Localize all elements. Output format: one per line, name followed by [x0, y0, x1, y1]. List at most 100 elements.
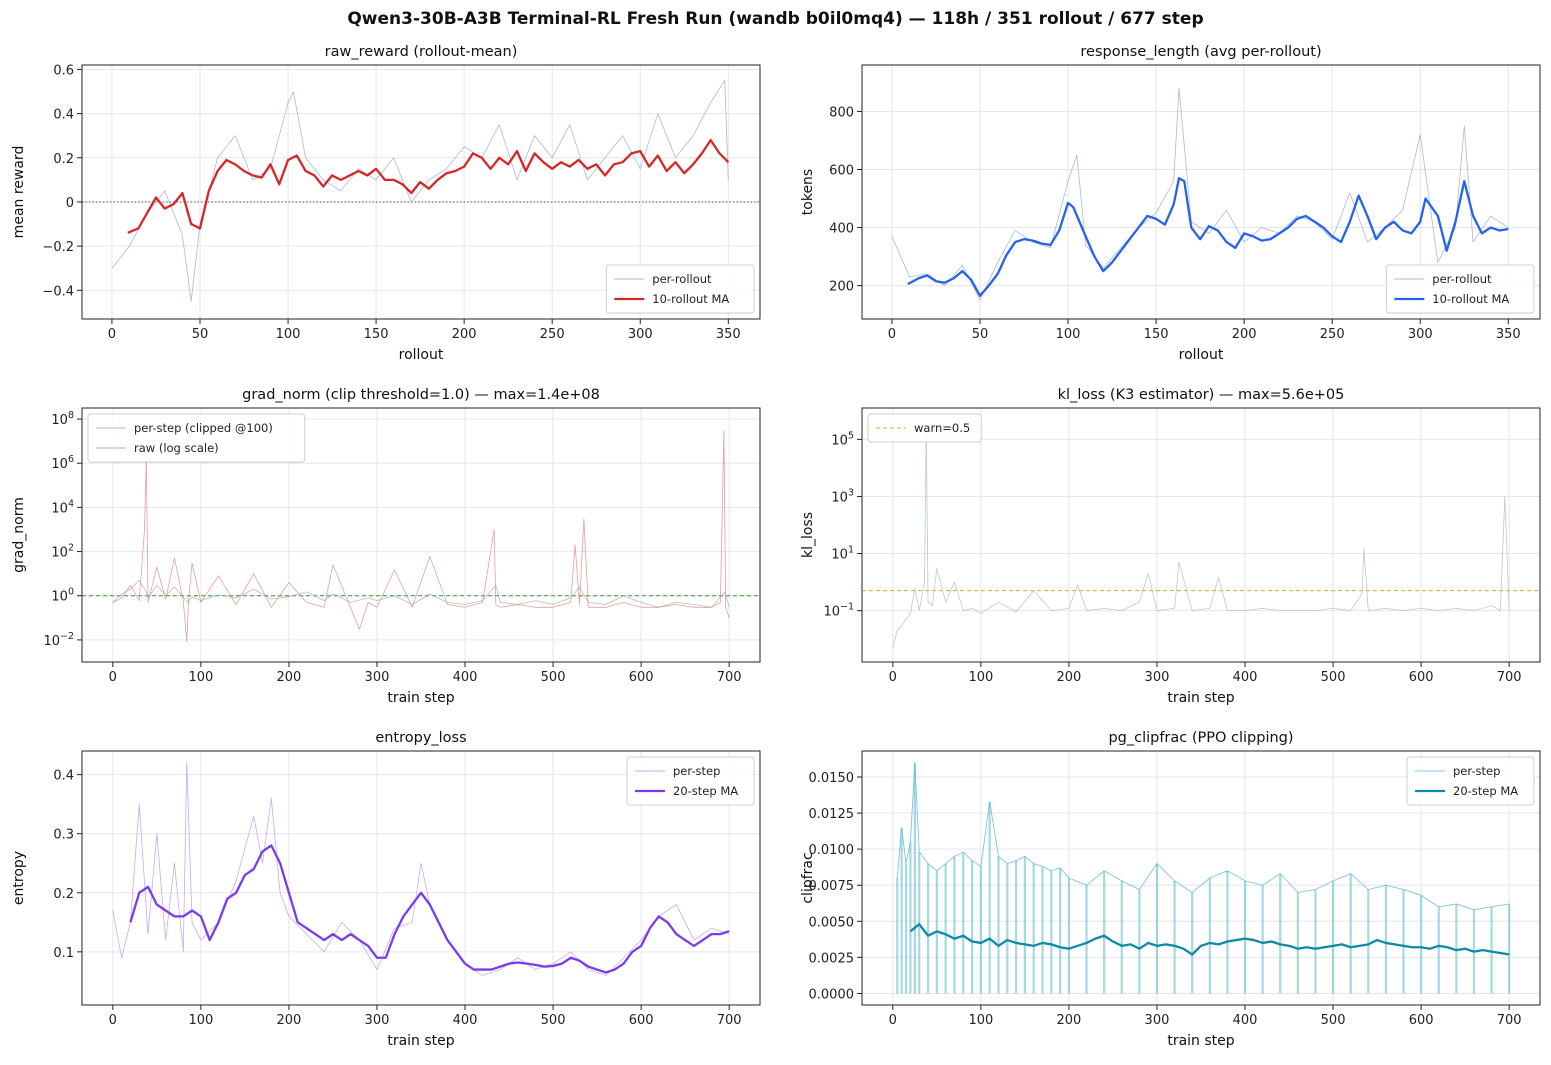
x-tick-label: 200: [1057, 670, 1082, 685]
axes-frame: [81, 750, 761, 1006]
x-tick-label: 300: [365, 1013, 390, 1028]
subplot-5: entropy_loss 0 100 200 300 400 500 600 700 0.1 0.2…: [11, 730, 761, 1049]
legend-label: 10-rollout MA: [1432, 292, 1509, 306]
legend-label: per-step: [1453, 764, 1500, 778]
x-axis-label: rollout: [1179, 347, 1224, 363]
y-tick-label: 600: [829, 164, 854, 179]
legend: warn=0.5: [867, 413, 982, 443]
x-tick-label: 400: [453, 670, 478, 685]
x-tick-label: 600: [629, 1013, 654, 1028]
y-tick-label: −0.2: [42, 240, 74, 255]
y-tick-label: 0.4: [53, 108, 74, 123]
y-tick-label: 0.0125: [809, 807, 855, 822]
x-tick-label: 0: [889, 670, 897, 685]
subplot-2: response_length (avg per-rollout) 0 50 100 1…: [800, 44, 1541, 363]
y-axis-label: kl_loss: [800, 512, 816, 558]
x-tick-label: 300: [1408, 327, 1433, 342]
x-tick-label: 500: [1321, 670, 1346, 685]
x-tick-label: 400: [1233, 670, 1258, 685]
x-tick-label: 350: [1496, 327, 1521, 342]
x-tick-label: 100: [188, 670, 213, 685]
axes-frame: [81, 64, 761, 320]
x-tick-label: 50: [972, 327, 989, 342]
x-tick-label: 100: [188, 1013, 213, 1028]
legend-label: 10-rollout MA: [652, 292, 729, 306]
series-10-rollout-ma: [907, 177, 1509, 297]
series-line: [909, 923, 1510, 956]
legend-label: per-rollout: [1432, 272, 1492, 286]
chart-title: kl_loss (K3 estimator) — max=5.6e+05: [1058, 387, 1345, 403]
y-tick-label: 800: [829, 105, 854, 120]
x-tick-label: 200: [277, 1013, 302, 1028]
x-tick-label: 100: [276, 327, 301, 342]
legend-label: 20-step MA: [673, 784, 738, 798]
x-tick-label: 0: [888, 327, 896, 342]
series-raw-log-scale: [112, 430, 730, 643]
x-tick-label: 0: [889, 1013, 897, 1028]
x-tick-label: 500: [541, 670, 566, 685]
axes-frame: [861, 750, 1541, 1006]
x-tick-label: 250: [1320, 327, 1345, 342]
plot-area: [862, 425, 1540, 648]
axes-frame: [81, 407, 761, 663]
y-axis-label: entropy: [11, 851, 27, 905]
y-tick-label: 106: [51, 454, 74, 472]
series-line: [896, 762, 1510, 911]
x-tick-label: 300: [1145, 1013, 1170, 1028]
y-tick-label: 0.0150: [809, 771, 855, 786]
series-line: [127, 138, 730, 234]
legend-label: 20-step MA: [1453, 784, 1518, 798]
x-tick-label: 200: [1232, 327, 1257, 342]
legend: per-step (clipped @100) raw (log scale): [87, 413, 306, 463]
series-per-step: [896, 762, 1511, 994]
legend-label: warn=0.5: [914, 421, 970, 435]
x-tick-label: 300: [628, 327, 653, 342]
x-tick-label: 200: [277, 670, 302, 685]
y-tick-label: 0: [66, 196, 74, 211]
chart-title: raw_reward (rollout-mean): [325, 44, 518, 60]
x-tick-label: 600: [1409, 670, 1434, 685]
x-axis-label: train step: [1167, 690, 1234, 706]
y-tick-label: 0.6: [53, 63, 74, 78]
x-tick-label: 200: [452, 327, 477, 342]
x-tick-label: 100: [1056, 327, 1081, 342]
legend-box: [626, 756, 755, 806]
x-axis-label: train step: [387, 690, 454, 706]
y-tick-label: 0.0075: [809, 879, 855, 894]
x-tick-label: 300: [365, 670, 390, 685]
legend-label: per-step (clipped @100): [134, 421, 273, 435]
y-tick-label: 400: [829, 222, 854, 237]
x-tick-label: 150: [364, 327, 389, 342]
y-tick-label: 100: [51, 587, 74, 605]
x-tick-label: 0: [108, 327, 116, 342]
legend-box: [1406, 756, 1535, 806]
y-axis-label: grad_norm: [11, 497, 27, 573]
legend-box: [605, 264, 755, 314]
y-tick-label: −0.4: [42, 284, 74, 299]
y-axis-label: tokens: [800, 169, 816, 215]
x-axis-label: rollout: [399, 347, 444, 363]
figure-suptitle: Qwen3-30B-A3B Terminal-RL Fresh Run (wan…: [347, 9, 1204, 29]
chart-title: entropy_loss: [375, 730, 466, 746]
legend-box: [1385, 264, 1535, 314]
subplot-4: kl_loss (K3 estimator) — max=5.6e+05 0 100…: [800, 387, 1541, 706]
x-tick-label: 100: [968, 1013, 993, 1028]
x-tick-label: 50: [192, 327, 209, 342]
x-tick-label: 700: [717, 670, 742, 685]
axes-frame: [861, 407, 1541, 663]
y-tick-label: 105: [831, 430, 854, 448]
subplot-3: grad_norm (clip threshold=1.0) — max=1.4…: [11, 387, 761, 706]
subplot-6: pg_clipfrac (PPO clipping) 0 100 200 300 400 5…: [800, 730, 1541, 1049]
y-tick-label: 10−2: [43, 631, 74, 649]
chart-title: pg_clipfrac (PPO clipping): [1108, 730, 1293, 746]
y-tick-label: 0.4: [53, 769, 74, 784]
x-axis-label: train step: [387, 1033, 454, 1049]
series-line: [907, 177, 1509, 297]
x-tick-label: 600: [1409, 1013, 1434, 1028]
y-tick-label: 101: [831, 545, 854, 563]
series-20-step-ma: [129, 844, 730, 974]
plot-area: [891, 87, 1509, 301]
x-tick-label: 100: [968, 670, 993, 685]
x-tick-label: 700: [1497, 670, 1522, 685]
